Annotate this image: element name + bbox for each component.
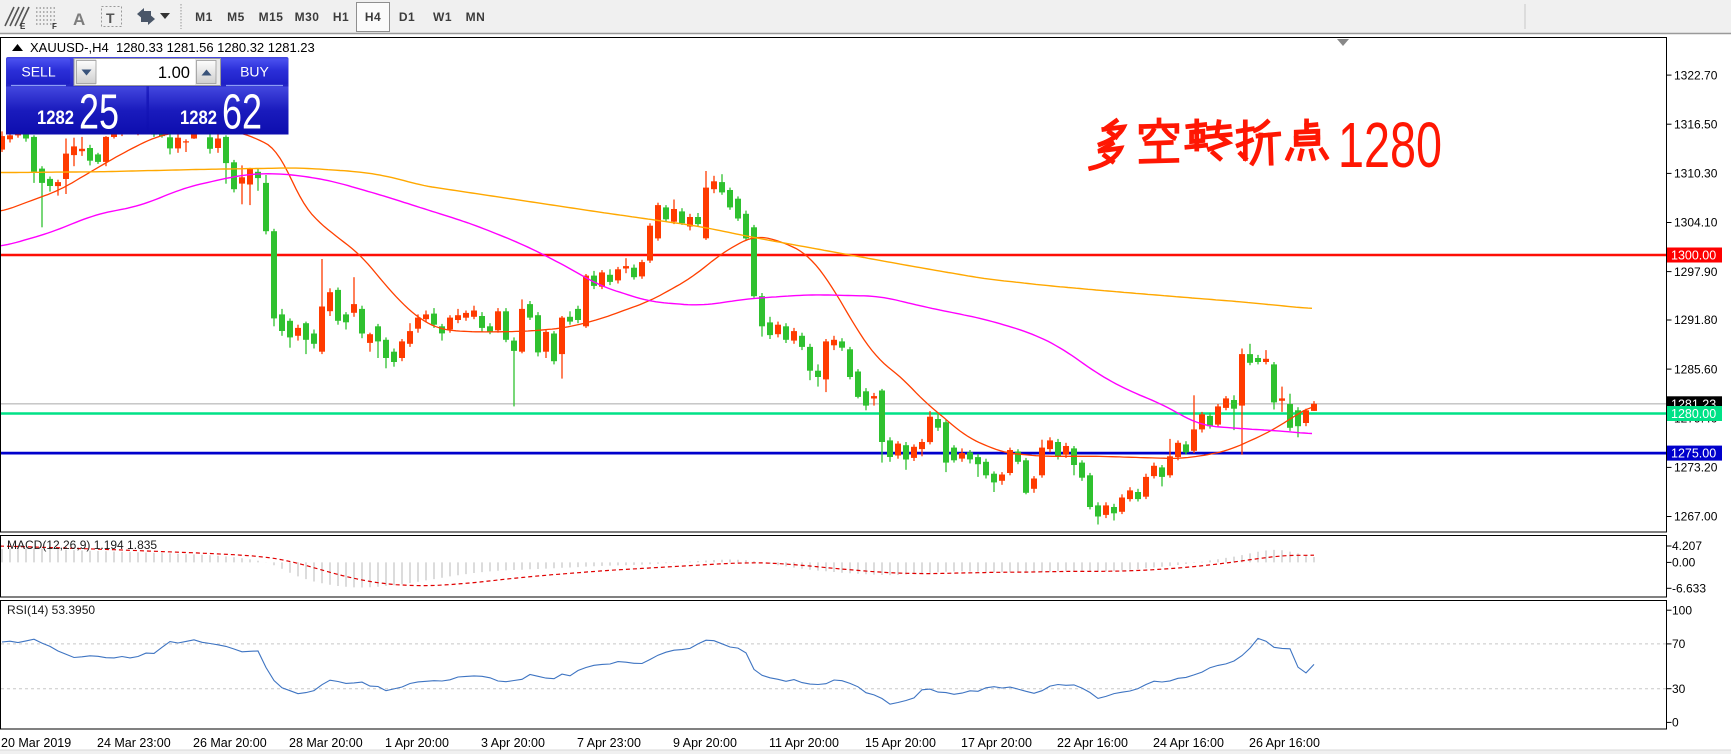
- svg-text:22 Apr 16:00: 22 Apr 16:00: [1057, 736, 1128, 750]
- svg-text:17 Apr 20:00: 17 Apr 20:00: [961, 736, 1032, 750]
- svg-text:1.00: 1.00: [158, 64, 190, 82]
- svg-text:24 Mar 23:00: 24 Mar 23:00: [97, 736, 171, 750]
- svg-text:1267.00: 1267.00: [1674, 510, 1718, 524]
- svg-text:11 Apr 20:00: 11 Apr 20:00: [769, 736, 839, 750]
- svg-text:30: 30: [1672, 682, 1686, 696]
- svg-text:1300.00: 1300.00: [1671, 249, 1716, 263]
- svg-text:-6.633: -6.633: [1672, 582, 1706, 596]
- svg-text:D1: D1: [399, 10, 415, 24]
- svg-text:20 Mar 2019: 20 Mar 2019: [1, 736, 71, 750]
- svg-text:25: 25: [79, 86, 119, 140]
- svg-text:7 Apr 23:00: 7 Apr 23:00: [577, 736, 641, 750]
- svg-text:H4: H4: [365, 10, 381, 24]
- svg-text:1273.20: 1273.20: [1674, 461, 1718, 475]
- svg-text:3 Apr 20:00: 3 Apr 20:00: [481, 736, 545, 750]
- svg-text:BUY: BUY: [240, 64, 269, 80]
- svg-text:1282: 1282: [180, 108, 217, 129]
- svg-text:MACD(12,26,9) 1.194 1.835: MACD(12,26,9) 1.194 1.835: [7, 538, 157, 552]
- svg-text:W1: W1: [433, 10, 452, 24]
- svg-text:1 Apr 20:00: 1 Apr 20:00: [385, 736, 449, 750]
- svg-text:1316.50: 1316.50: [1674, 117, 1718, 131]
- svg-text:1280.00: 1280.00: [1671, 407, 1716, 421]
- svg-text:E: E: [20, 22, 26, 31]
- svg-text:15 Apr 20:00: 15 Apr 20:00: [865, 736, 936, 750]
- svg-text:XAUUSD-,H4 1280.33 1281.56 12: XAUUSD-,H4 1280.33 1281.56 1280.32 1281.…: [30, 40, 315, 55]
- svg-text:62: 62: [222, 86, 262, 140]
- svg-text:26 Apr 16:00: 26 Apr 16:00: [1249, 736, 1320, 750]
- svg-text:1275.00: 1275.00: [1671, 447, 1716, 461]
- svg-text:1282: 1282: [37, 108, 74, 129]
- svg-text:9 Apr 20:00: 9 Apr 20:00: [673, 736, 737, 750]
- svg-text:0.00: 0.00: [1672, 556, 1696, 570]
- svg-text:1285.60: 1285.60: [1674, 362, 1718, 376]
- svg-text:F: F: [52, 22, 57, 31]
- svg-text:RSI(14) 53.3950: RSI(14) 53.3950: [7, 603, 95, 617]
- svg-text:SELL: SELL: [21, 64, 55, 80]
- svg-text:M1: M1: [195, 10, 213, 24]
- svg-text:24 Apr 16:00: 24 Apr 16:00: [1153, 736, 1224, 750]
- svg-text:26 Mar 20:00: 26 Mar 20:00: [193, 736, 267, 750]
- svg-text:100: 100: [1672, 603, 1692, 617]
- svg-text:4.207: 4.207: [1672, 539, 1702, 553]
- svg-text:1304.10: 1304.10: [1674, 216, 1718, 230]
- svg-text:1322.70: 1322.70: [1674, 68, 1718, 82]
- svg-text:1280: 1280: [1338, 109, 1442, 181]
- svg-text:A: A: [73, 10, 85, 29]
- svg-text:M15: M15: [259, 10, 284, 24]
- svg-text:M5: M5: [227, 10, 245, 24]
- svg-text:H1: H1: [333, 10, 349, 24]
- svg-text:M30: M30: [295, 10, 320, 24]
- svg-text:28 Mar 20:00: 28 Mar 20:00: [289, 736, 363, 750]
- svg-text:1297.90: 1297.90: [1674, 265, 1718, 279]
- svg-text:0: 0: [1672, 716, 1679, 730]
- svg-text:1291.80: 1291.80: [1674, 313, 1718, 327]
- svg-text:1310.30: 1310.30: [1674, 167, 1718, 181]
- svg-text:T: T: [106, 10, 115, 26]
- svg-text:70: 70: [1672, 637, 1686, 651]
- svg-text:MN: MN: [466, 10, 486, 24]
